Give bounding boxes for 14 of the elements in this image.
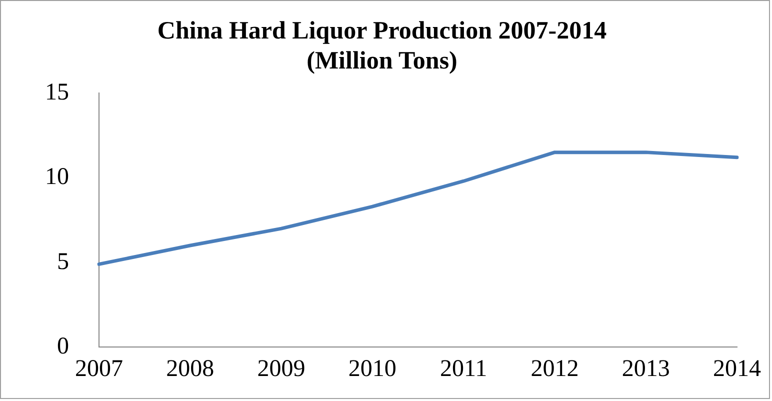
x-tick-label: 2009 [257, 356, 306, 382]
x-tick-label: 2007 [75, 356, 123, 382]
text: China Hard Liquor Production 2007-2014 [157, 17, 607, 44]
x-tick-label: 2013 [622, 356, 670, 382]
y-tick-label: 10 [45, 164, 69, 190]
x-tick-label: 2012 [530, 356, 579, 382]
x-tick-label: 2011 [440, 356, 488, 382]
y-tick-label: 5 [57, 248, 69, 275]
text: (Million Tons) [306, 47, 458, 74]
y-tick-label: 15 [45, 79, 69, 106]
y-tick-label: 0 [57, 333, 69, 360]
x-tick-label: 2010 [348, 356, 396, 382]
x-tick-label: 2008 [166, 356, 214, 382]
x-tick-label: 2014 [713, 356, 761, 382]
